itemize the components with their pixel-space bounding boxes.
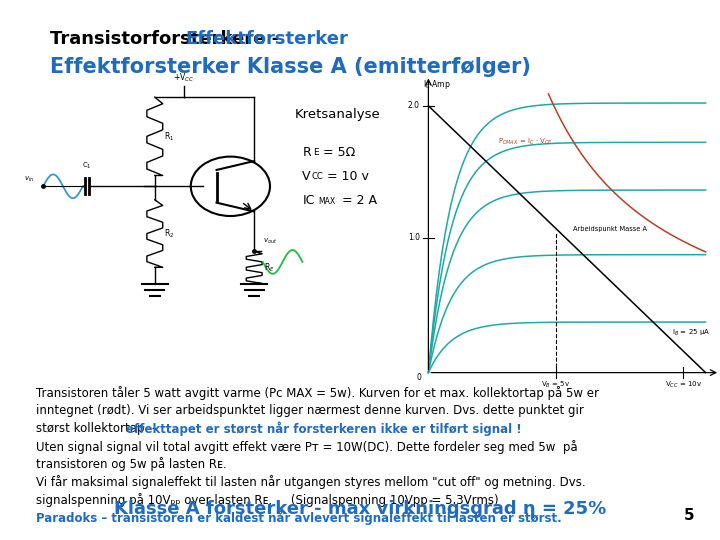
Text: Uten signal signal vil total avgitt effekt være Pᴛ = 10W(DC). Dette fordeler seg: Uten signal signal vil total avgitt effe… — [36, 440, 577, 454]
Text: $v_{in}$: $v_{in}$ — [24, 174, 34, 184]
Text: Effektforsterker: Effektforsterker — [185, 30, 348, 48]
Text: Paradoks – transistoren er kaldest når avlevert signaleffekt til lasten er størs: Paradoks – transistoren er kaldest når a… — [36, 511, 562, 525]
Text: Vi får maksimal signaleffekt til lasten når utgangen styres mellom "cut off" og : Vi får maksimal signaleffekt til lasten … — [36, 475, 585, 489]
Text: E: E — [313, 148, 319, 157]
Text: = 10 v: = 10 v — [327, 170, 369, 183]
Text: CC: CC — [312, 172, 323, 181]
Text: MAX: MAX — [318, 197, 336, 206]
Text: Effektforsterker Klasse A (emitterfølger): Effektforsterker Klasse A (emitterfølger… — [50, 57, 531, 77]
Text: inntegnet (rødt). Vi ser arbeidspunktet ligger nærmest denne kurven. Dvs. dette : inntegnet (rødt). Vi ser arbeidspunktet … — [36, 404, 584, 417]
Text: V$_B$ = 5v: V$_B$ = 5v — [541, 380, 570, 390]
Text: signalspenning på 10Vₚₚ over lasten Rᴇ.     (Signalspenning 10Vpp = 5,3Vrms): signalspenning på 10Vₚₚ over lasten Rᴇ. … — [36, 493, 499, 507]
Text: C$_1$: C$_1$ — [82, 161, 92, 171]
Text: effekttapet er størst når forsterkeren ikke er tilført signal !: effekttapet er størst når forsterkeren i… — [126, 422, 521, 436]
Text: 0: 0 — [416, 373, 421, 382]
Text: $v_{out}$: $v_{out}$ — [263, 237, 277, 246]
Text: R$_2$: R$_2$ — [164, 227, 174, 240]
Text: transistoren og 5w på lasten Rᴇ.: transistoren og 5w på lasten Rᴇ. — [36, 457, 227, 471]
Text: I$_C$ Amp: I$_C$ Amp — [423, 78, 451, 91]
Text: = 5Ω: = 5Ω — [323, 146, 355, 159]
Text: = 2 A: = 2 A — [342, 194, 377, 207]
Text: +V$_{CC}$: +V$_{CC}$ — [173, 71, 194, 84]
Text: V: V — [302, 170, 311, 183]
Text: I$_B$ = 25 μA: I$_B$ = 25 μA — [672, 328, 711, 339]
Text: 1.0: 1.0 — [408, 233, 420, 242]
Text: Arbeidspunkt Masse A: Arbeidspunkt Masse A — [572, 226, 647, 232]
Text: Transistorforsterkere -: Transistorforsterkere - — [50, 30, 286, 48]
Text: R$_1$: R$_1$ — [164, 130, 174, 143]
Text: Transistoren tåler 5 watt avgitt varme (Pᴄ MAX = 5w). Kurven for et max. kollekt: Transistoren tåler 5 watt avgitt varme (… — [36, 386, 599, 400]
Text: 5: 5 — [684, 508, 695, 523]
Text: Kretsanalyse: Kretsanalyse — [295, 108, 381, 121]
Text: størst kollektortap  –: størst kollektortap – — [36, 422, 166, 435]
Text: V$_{CC}$ = 10v: V$_{CC}$ = 10v — [665, 380, 702, 390]
Text: R$_E$: R$_E$ — [264, 261, 275, 274]
Text: P$_{CMAX}$ = I$_C$ · V$_{CE}$: P$_{CMAX}$ = I$_C$ · V$_{CE}$ — [498, 137, 553, 147]
Text: R: R — [302, 146, 311, 159]
Text: Klasse A forsterker - max virkningsgrad η = 25%: Klasse A forsterker - max virkningsgrad … — [114, 501, 606, 518]
Text: 2.0: 2.0 — [408, 102, 420, 110]
Text: IC: IC — [302, 194, 315, 207]
